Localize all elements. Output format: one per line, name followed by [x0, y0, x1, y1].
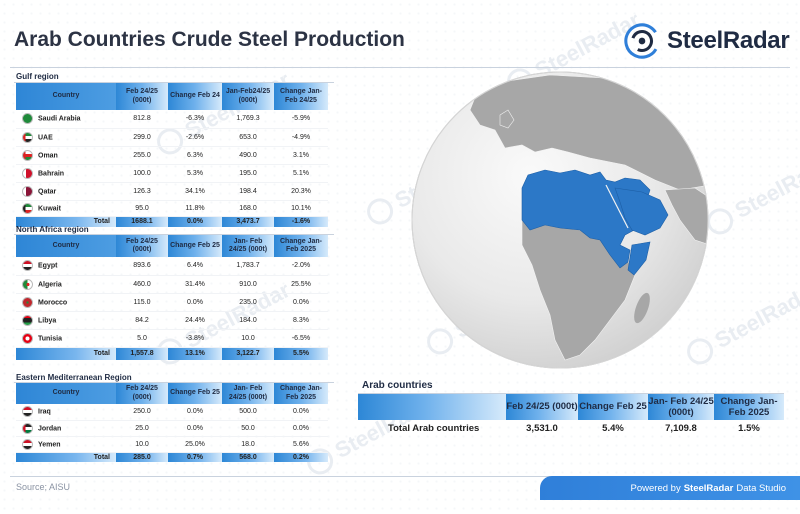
eastern-med-region-title: Eastern Mediterranean Region — [16, 373, 132, 382]
table-row: Tunisia 5.0 -3.8% 10.0 -6.5% — [16, 329, 328, 348]
arabian-peninsula-highlight — [614, 187, 669, 236]
arab-divider — [358, 393, 784, 394]
column-header: Feb 24/25 (000t) — [116, 235, 168, 257]
north-africa-region-title: North Africa region — [16, 225, 89, 234]
region-divider — [14, 82, 334, 83]
horn-of-africa-highlight — [627, 241, 651, 276]
globe-map — [411, 71, 709, 369]
title-divider — [10, 67, 790, 68]
table-row: Bahrain 100.0 5.3% 195.0 5.1% — [16, 164, 328, 183]
south-asia-land — [664, 187, 708, 246]
region-divider — [14, 234, 334, 235]
column-header — [358, 394, 506, 420]
iraq-flag-icon — [22, 406, 33, 418]
arab-countries-title: Arab countries — [362, 380, 433, 391]
column-header: Change Feb 25 — [168, 383, 222, 404]
british-isles-land — [499, 109, 515, 129]
column-header: Jan- Feb 24/25 (000t) — [648, 394, 714, 420]
column-header: Change Feb 25 — [168, 235, 222, 257]
footer-divider — [10, 476, 790, 477]
table-row: Jordan 25.0 0.0% 50.0 0.0% — [16, 420, 328, 437]
table-row: Kuwait 95.0 11.8% 168.0 10.1% — [16, 200, 328, 217]
saudi-arabia-flag-icon — [22, 113, 33, 125]
column-header: Feb 24/25 (000t) — [506, 394, 578, 420]
total-row: Total 1,557.8 13.1% 3,122.7 5.5% — [16, 347, 328, 360]
column-header: Jan- Feb 24/25 (000t) — [222, 383, 274, 404]
page-title: Arab Countries Crude Steel Production — [14, 28, 405, 51]
total-row: Total 1688.1 0.0% 3,473.7 -1.6% — [16, 216, 328, 227]
table-row: Oman 255.0 6.3% 490.0 3.1% — [16, 146, 328, 165]
column-header: Jan- Feb 24/25 (000t) — [222, 235, 274, 257]
kuwait-flag-icon — [22, 202, 33, 214]
region-divider — [14, 382, 334, 383]
powered-by-banner: Powered by SteelRadar Data Studio — [540, 476, 800, 500]
eastern-med-region-table: Country Feb 24/25 (000t) Change Feb 25 J… — [16, 383, 328, 462]
steelradar-logo-icon — [624, 23, 660, 59]
column-header: Change Jan-Feb 2025 — [714, 394, 784, 420]
column-header: Change Jan-Feb 2025 — [274, 235, 328, 257]
table-row: UAE 299.0 -2.6% 653.0 -4.9% — [16, 128, 328, 147]
column-header: Feb 24/25 (000t) — [116, 383, 168, 404]
source-note: Source; AISU — [16, 482, 71, 492]
yemen-flag-icon — [22, 438, 33, 450]
gulf-region-table: Country Feb 24/25 (000t) Change Feb 24 J… — [16, 83, 328, 227]
column-header: Jan-Feb24/25 (000t) — [222, 83, 274, 110]
morocco-flag-icon — [22, 296, 33, 308]
brand-name: SteelRadar — [667, 27, 790, 54]
column-header: Country — [16, 83, 116, 110]
watermark: SteelRadar — [702, 147, 800, 239]
jordan-flag-icon — [22, 422, 33, 434]
table-row: Saudi Arabia 812.8 -6.3% 1,769.3 -5.9% — [16, 110, 328, 129]
north-africa-region-table: Country Feb 24/25 (000t) Change Feb 25 J… — [16, 235, 328, 360]
table-row: Qatar 126.3 34.1% 198.4 20.3% — [16, 182, 328, 201]
table-row: Egypt 893.6 6.4% 1,783.7 -2.0% — [16, 257, 328, 276]
total-row: Total 285.0 0.7% 568.0 0.2% — [16, 452, 328, 462]
column-header: Country — [16, 383, 116, 404]
qatar-flag-icon — [22, 185, 33, 197]
red-sea — [605, 184, 629, 229]
tunisia-flag-icon — [22, 332, 33, 344]
column-header: Change Jan-Feb 24/25 — [274, 83, 328, 110]
table-row: Algeria 460.0 31.4% 910.0 25.5% — [16, 275, 328, 294]
gulf-region-title: Gulf region — [16, 72, 59, 81]
arab-countries-summary: Arab countries Feb 24/25 (000t) Change F… — [358, 378, 784, 436]
column-header: Change Feb 24 — [168, 83, 222, 110]
uae-flag-icon — [22, 131, 33, 143]
libya-flag-icon — [22, 314, 33, 326]
column-header: Country — [16, 235, 116, 257]
table-row: Morocco 115.0 0.0% 235.0 0.0% — [16, 293, 328, 312]
brand-logo: SteelRadar — [623, 22, 790, 60]
bahrain-flag-icon — [22, 167, 33, 179]
table-row: Yemen 10.0 25.0% 18.0 5.6% — [16, 436, 328, 453]
algeria-flag-icon — [22, 278, 33, 290]
oman-flag-icon — [22, 149, 33, 161]
table-row: Iraq 250.0 0.0% 500.0 0.0% — [16, 404, 328, 421]
column-header: Change Jan-Feb 2025 — [274, 383, 328, 404]
arab-countries-table: Feb 24/25 (000t) Change Feb 25 Jan- Feb … — [358, 394, 784, 436]
madagascar-land — [634, 292, 650, 324]
column-header: Feb 24/25 (000t) — [116, 83, 168, 110]
egypt-flag-icon — [22, 260, 33, 272]
table-row: Libya 84.2 24.4% 184.0 8.3% — [16, 311, 328, 330]
column-header: Change Feb 25 — [578, 394, 648, 420]
table-row: Total Arab countries 3,531.0 5.4% 7,109.… — [388, 422, 760, 434]
